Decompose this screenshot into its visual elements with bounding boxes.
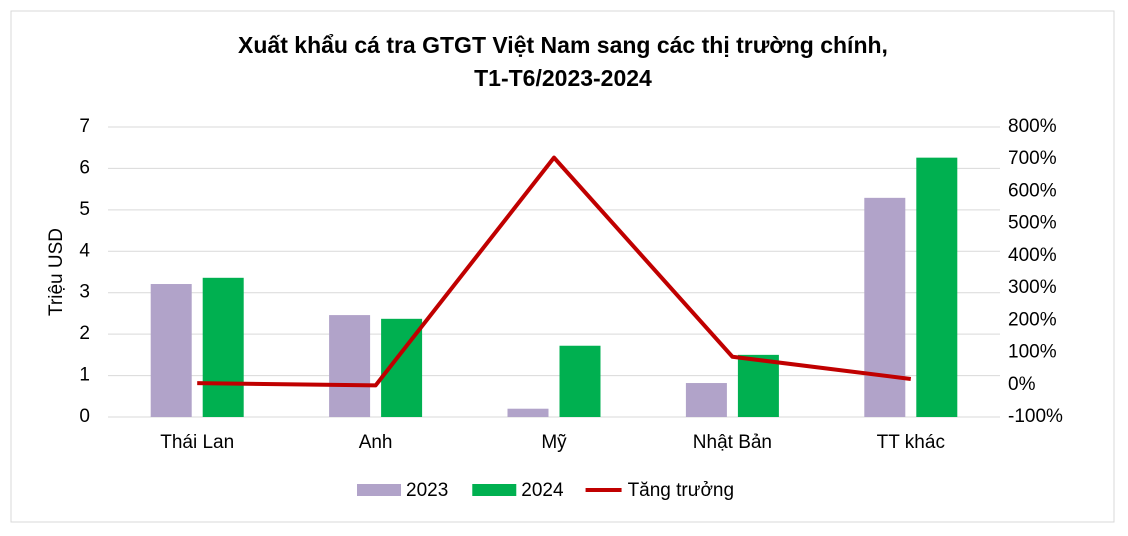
bar	[202, 277, 244, 417]
bar	[916, 157, 958, 417]
bar	[559, 345, 601, 417]
bar	[737, 354, 779, 417]
y-tick-label: 5	[79, 199, 90, 220]
x-tick-label: Mỹ	[541, 432, 567, 453]
y2-tick-label: 0%	[1008, 374, 1036, 395]
bar	[150, 284, 192, 417]
y2-tick-label: 400%	[1008, 245, 1057, 266]
y-tick-label: 4	[79, 240, 90, 261]
bar	[685, 383, 727, 417]
legend-label: 2023	[406, 480, 448, 501]
y2-tick-label: 300%	[1008, 277, 1057, 298]
y-axis-label: Triệu USD	[46, 228, 67, 316]
y2-tick-label: 200%	[1008, 309, 1057, 330]
x-tick-label: TT khác	[877, 432, 945, 453]
x-tick-label: Anh	[359, 432, 393, 453]
bar	[329, 315, 371, 417]
chart-title: T1-T6/2023-2024	[474, 65, 652, 91]
y-tick-label: 2	[79, 323, 90, 344]
bar	[864, 197, 906, 417]
y2-tick-label: 100%	[1008, 342, 1057, 363]
legend-label: 2024	[521, 480, 564, 501]
y2-tick-label: 800%	[1008, 116, 1057, 137]
legend-swatch	[357, 484, 401, 496]
line	[197, 155, 912, 388]
y-tick-label: 3	[79, 282, 90, 303]
y2-tick-label: 700%	[1008, 148, 1057, 169]
y-tick-label: 0	[79, 406, 90, 427]
x-tick-label: Thái Lan	[160, 432, 234, 453]
y2-tick-label: 600%	[1008, 180, 1057, 201]
y2-tick-label: -100%	[1008, 406, 1063, 427]
y-tick-label: 6	[79, 157, 90, 178]
y-tick-label: 7	[79, 116, 90, 137]
y2-tick-label: 500%	[1008, 213, 1057, 234]
x-tick-label: Nhật Bản	[693, 432, 772, 453]
bar	[507, 408, 549, 417]
legend-swatch	[472, 484, 517, 496]
legend-label: Tăng trưởng	[628, 480, 735, 501]
chart-title: Xuất khẩu cá tra GTGT Việt Nam sang các …	[238, 32, 888, 58]
y-tick-label: 1	[79, 365, 90, 386]
